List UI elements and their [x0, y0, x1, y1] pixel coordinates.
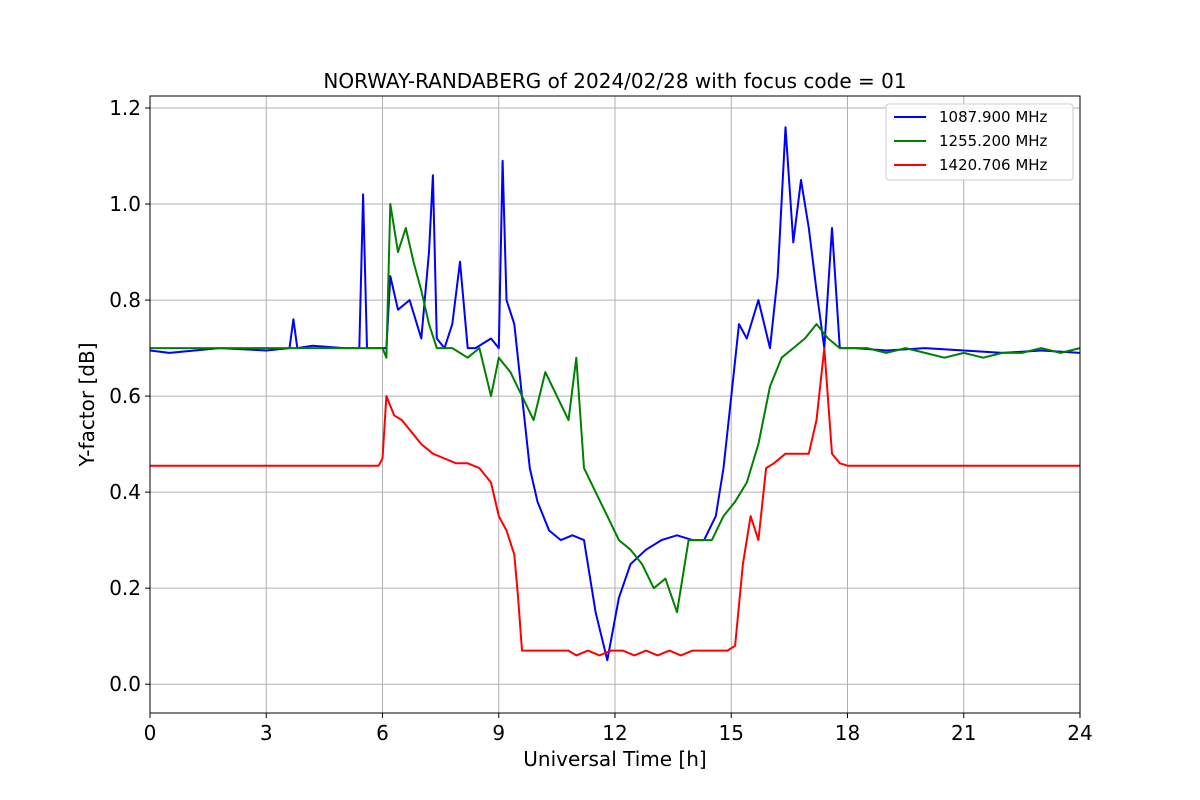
y-axis-ticks: 0.0 0.2 0.4 0.6 0.8 1.0 1.2: [109, 96, 150, 696]
x-tick-label: 24: [1067, 721, 1092, 745]
legend-label-3: 1420.706 MHz: [939, 156, 1048, 174]
y-tick-label: 0.4: [109, 480, 141, 504]
y-tick-label: 0.6: [109, 384, 141, 408]
x-tick-label: 9: [492, 721, 505, 745]
y-tick-label: 1.2: [109, 96, 141, 120]
x-axis-label: Universal Time [h]: [523, 747, 706, 771]
x-tick-label: 12: [602, 721, 627, 745]
y-tick-label: 1.0: [109, 192, 141, 216]
x-tick-label: 6: [376, 721, 389, 745]
x-tick-label: 0: [144, 721, 157, 745]
x-axis-ticks: 0 3 6 9 12 15 18 21 24: [144, 713, 1093, 745]
x-tick-label: 15: [719, 721, 744, 745]
legend-label-1: 1087.900 MHz: [939, 108, 1048, 126]
series-line-2: [150, 203, 1081, 614]
x-tick-label: 18: [835, 721, 860, 745]
legend: 1087.900 MHz 1255.200 MHz 1420.706 MHz: [885, 103, 1074, 181]
series-lines: [149, 126, 1081, 662]
y-tick-label: 0.8: [109, 288, 141, 312]
legend-box: [885, 103, 1074, 181]
y-tick-label: 0.2: [109, 576, 141, 600]
legend-label-2: 1255.200 MHz: [939, 132, 1048, 150]
y-axis-label: Y-factor [dB]: [75, 342, 99, 467]
x-tick-label: 3: [260, 721, 273, 745]
series-line-3: [150, 347, 1080, 657]
x-tick-label: 21: [951, 721, 976, 745]
y-tick-label: 0.0: [109, 672, 141, 696]
chart-title: NORWAY-RANDABERG of 2024/02/28 with focu…: [323, 69, 906, 93]
